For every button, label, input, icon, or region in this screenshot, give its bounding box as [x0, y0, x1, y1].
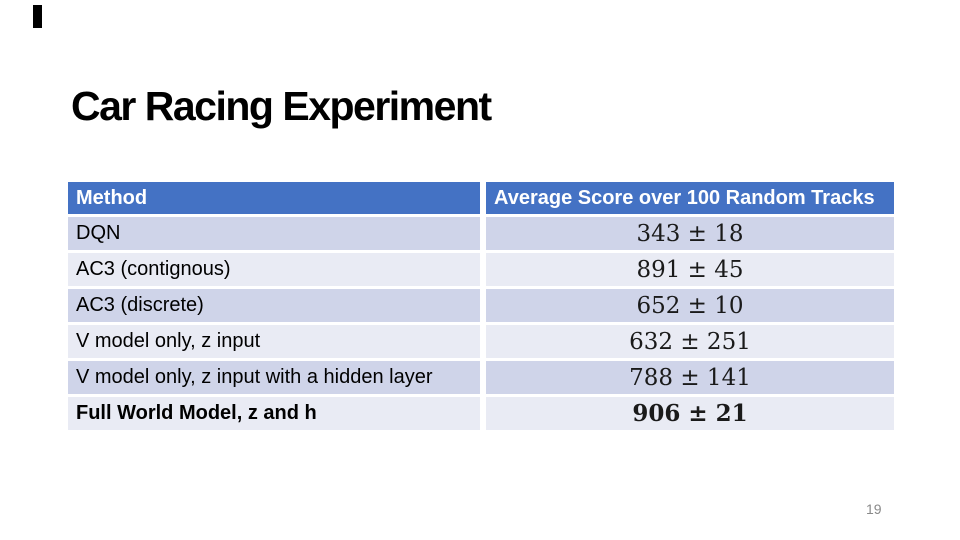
table-row-method: V model only, z input with a hidden laye…: [68, 361, 480, 394]
text-caret-mark: [33, 5, 42, 28]
table-row-score-highlight: 906 ± 21: [486, 397, 894, 430]
table-header-score: Average Score over 100 Random Tracks: [486, 182, 894, 214]
table-row-score: 632 ± 251: [486, 325, 894, 358]
table-row-method-highlight: Full World Model, z and h: [68, 397, 480, 430]
table-row-score: 343 ± 18: [486, 217, 894, 250]
table-row-score: 891 ± 45: [486, 253, 894, 286]
results-table: Method Average Score over 100 Random Tra…: [68, 182, 894, 430]
slide-title: Car Racing Experiment: [71, 83, 492, 130]
table-row-method: V model only, z input: [68, 325, 480, 358]
table-row-method: DQN: [68, 217, 480, 250]
page-number: 19: [866, 501, 882, 517]
table-row-score: 652 ± 10: [486, 289, 894, 322]
table-header-method: Method: [68, 182, 480, 214]
table-row-method: AC3 (contignous): [68, 253, 480, 286]
table-row-score: 788 ± 141: [486, 361, 894, 394]
table-row-method: AC3 (discrete): [68, 289, 480, 322]
